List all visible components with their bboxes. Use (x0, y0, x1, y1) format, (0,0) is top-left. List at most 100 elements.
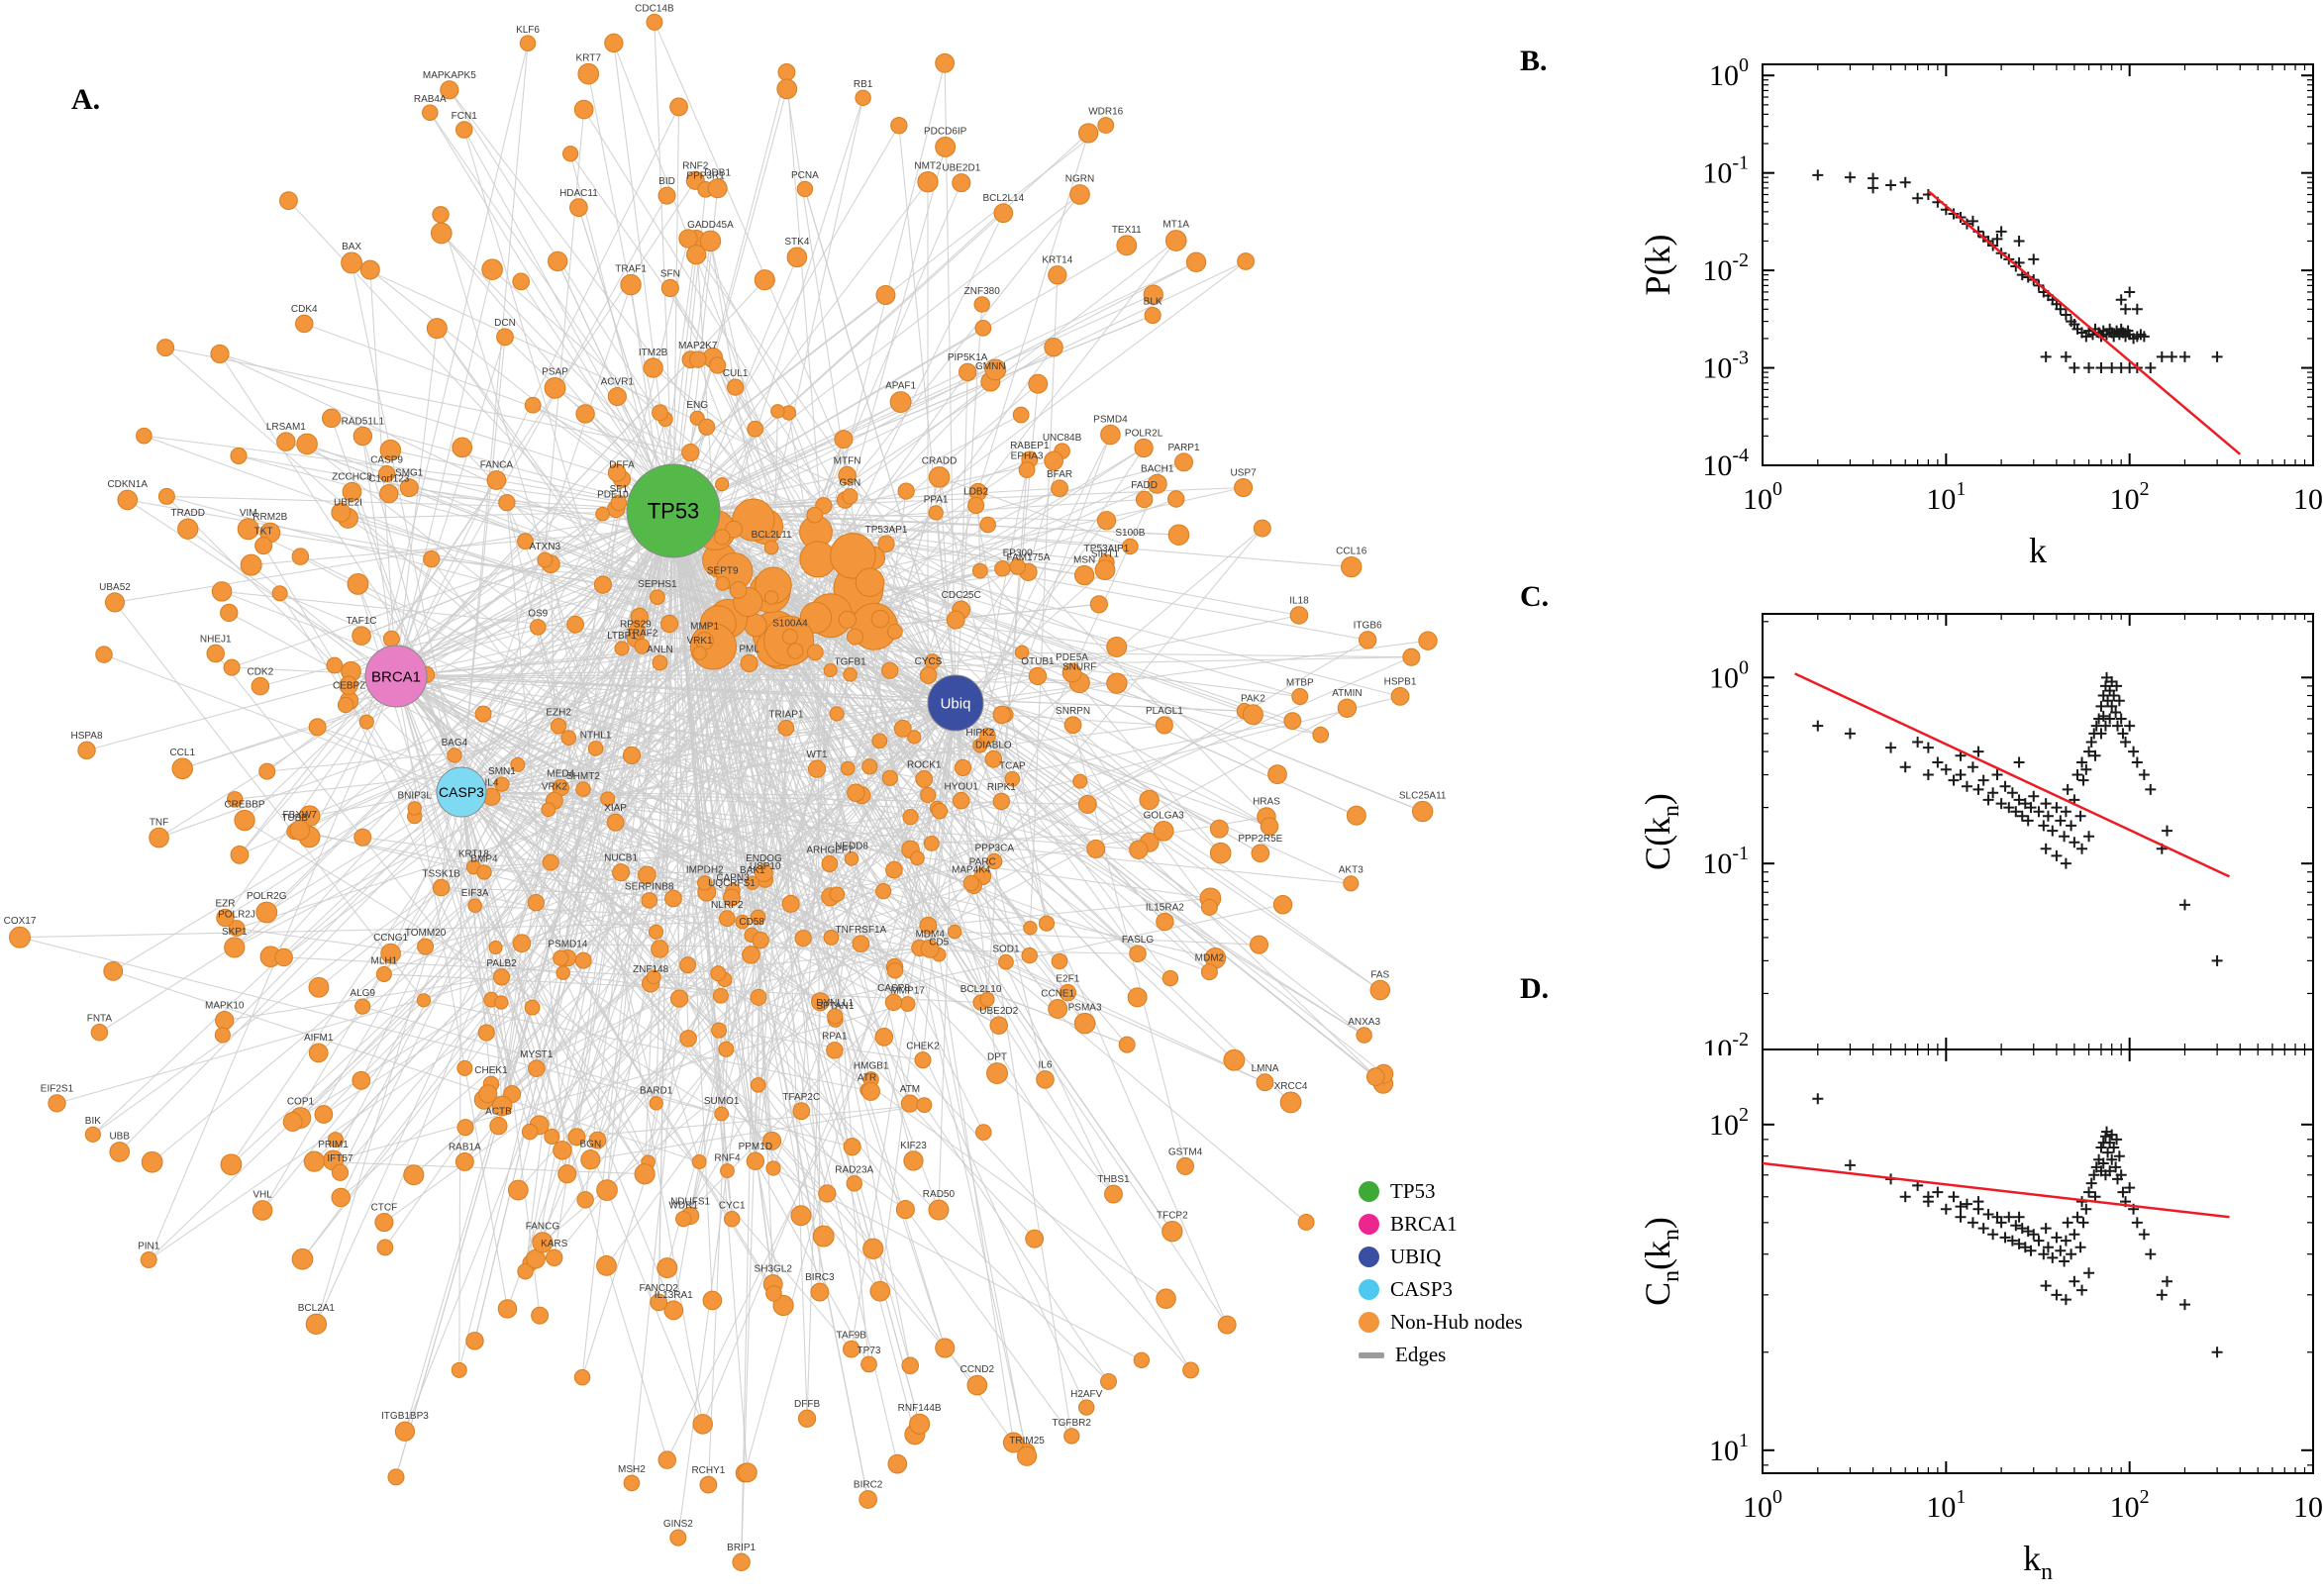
svg-text:CCNE1: CCNE1 (1041, 988, 1074, 999)
svg-text:IFT57: IFT57 (327, 1153, 354, 1164)
svg-text:PSAP: PSAP (542, 366, 568, 377)
svg-text:CHEK1: CHEK1 (474, 1065, 508, 1076)
svg-text:TAF1C: TAF1C (347, 616, 377, 627)
svg-text:SERPINB8: SERPINB8 (625, 882, 674, 893)
svg-text:SUMO1: SUMO1 (704, 1096, 740, 1107)
svg-text:EPHA3: EPHA3 (1011, 451, 1044, 462)
svg-text:ATXN3: ATXN3 (530, 542, 561, 552)
svg-text:CYCS: CYCS (915, 656, 943, 667)
svg-text:CASP8: CASP8 (877, 983, 910, 994)
svg-text:MTBP: MTBP (1286, 677, 1314, 688)
svg-text:10-1: 10-1 (1702, 843, 1749, 880)
svg-text:CCL16: CCL16 (1336, 546, 1367, 556)
svg-text:UBA52: UBA52 (99, 582, 131, 593)
svg-text:TCAP: TCAP (999, 760, 1026, 771)
svg-text:MAP4K4: MAP4K4 (952, 864, 991, 875)
legend-label: Non-Hub nodes (1390, 1310, 1523, 1334)
svg-text:SNRPN: SNRPN (1056, 706, 1090, 717)
svg-text:BAX: BAX (342, 242, 361, 252)
svg-text:SHMT2: SHMT2 (566, 771, 600, 782)
svg-text:RAD51L1: RAD51L1 (342, 416, 385, 427)
svg-text:TEX11: TEX11 (1112, 225, 1142, 236)
svg-text:BMP4: BMP4 (470, 854, 498, 865)
edges-layer (19, 22, 1429, 1562)
svg-text:BRIP1: BRIP1 (727, 1543, 756, 1553)
svg-text:10-4: 10-4 (1702, 445, 1749, 482)
svg-text:ROCK1: ROCK1 (907, 759, 942, 770)
svg-text:ALG9: ALG9 (350, 988, 375, 999)
svg-text:EIF2S1: EIF2S1 (41, 1084, 74, 1095)
svg-text:PPP2R5E: PPP2R5E (1238, 834, 1282, 845)
svg-text:PSMD14: PSMD14 (548, 939, 587, 949)
chart-D-svg: 102 101 100 101 102 103 Cn(kn) kn (1638, 1048, 2323, 1585)
svg-text:ZNF148: ZNF148 (633, 964, 669, 975)
svg-text:CDC25C: CDC25C (942, 590, 981, 601)
data-points (1812, 169, 2223, 374)
svg-text:RABEP1: RABEP1 (1010, 441, 1050, 451)
svg-text:FAM175A: FAM175A (1007, 552, 1051, 563)
svg-text:HRAS: HRAS (1253, 797, 1280, 808)
svg-text:ENG: ENG (686, 400, 708, 411)
svg-text:OS9: OS9 (528, 609, 548, 620)
svg-text:VRK1: VRK1 (686, 636, 713, 647)
svg-text:BCL2L11: BCL2L11 (752, 530, 792, 541)
svg-text:C1orf123: C1orf123 (368, 473, 410, 484)
svg-text:TRADD: TRADD (171, 508, 205, 519)
svg-text:102: 102 (2110, 1486, 2150, 1524)
svg-text:SOD1: SOD1 (992, 944, 1020, 954)
svg-text:BGN: BGN (580, 1140, 602, 1150)
svg-text:DDB1: DDB1 (704, 168, 731, 179)
svg-text:PARC: PARC (969, 857, 996, 868)
svg-text:BLK: BLK (1144, 296, 1162, 307)
svg-text:CREBBP: CREBBP (224, 799, 264, 810)
svg-text:MLH1: MLH1 (370, 955, 397, 966)
svg-text:DFFA: DFFA (609, 459, 635, 470)
svg-text:SEPT9: SEPT9 (707, 565, 739, 576)
svg-text:IL13RA1: IL13RA1 (655, 1290, 693, 1301)
svg-text:ATMIN: ATMIN (1332, 688, 1362, 699)
svg-text:ANXA3: ANXA3 (1348, 1017, 1380, 1028)
svg-text:P(k): P(k) (1638, 235, 1677, 296)
legend-node-swatch (1359, 1247, 1379, 1267)
svg-text:POLR2J: POLR2J (218, 910, 255, 921)
svg-text:10-1: 10-1 (1702, 152, 1749, 190)
svg-text:HDAC11: HDAC11 (559, 188, 598, 199)
hub-node-Ubiq (927, 674, 984, 732)
svg-text:TP53AIP1: TP53AIP1 (1084, 544, 1130, 554)
svg-text:GOLGA3: GOLGA3 (1144, 810, 1185, 821)
svg-text:POLR2G: POLR2G (247, 891, 287, 902)
svg-text:GADD45A: GADD45A (687, 220, 734, 231)
svg-text:SLC25A11: SLC25A11 (1399, 790, 1446, 801)
svg-text:MMP17: MMP17 (890, 986, 925, 997)
svg-text:SMG1: SMG1 (395, 468, 424, 479)
panel-b-label: B. (1520, 45, 1548, 77)
svg-text:MED4: MED4 (547, 768, 574, 779)
svg-text:MSH2: MSH2 (618, 1464, 646, 1475)
svg-text:TP53AP1: TP53AP1 (865, 525, 908, 536)
svg-text:KRT7: KRT7 (576, 52, 602, 63)
svg-text:BACH1: BACH1 (1141, 463, 1174, 474)
svg-text:LDB2: LDB2 (963, 486, 988, 497)
svg-text:GSN: GSN (840, 478, 861, 489)
legend-node-swatch (1359, 1312, 1379, 1333)
nodes-layer (9, 13, 1438, 1571)
hub-nodes: TP53 BRCA1 Ubiq CASP3 (364, 463, 984, 818)
svg-text:PLAGL1: PLAGL1 (1146, 706, 1183, 717)
svg-text:TFCP2: TFCP2 (1157, 1211, 1188, 1222)
svg-text:RRM2B: RRM2B (252, 512, 287, 523)
svg-text:USP10: USP10 (750, 861, 781, 872)
svg-text:BARD1: BARD1 (640, 1086, 673, 1097)
svg-text:FASLG: FASLG (1122, 935, 1154, 946)
svg-text:GSTM4: GSTM4 (1168, 1147, 1203, 1157)
svg-text:TRAF1: TRAF1 (615, 263, 647, 274)
svg-text:TNFRSF1A: TNFRSF1A (836, 925, 887, 936)
neighborhood-connectivity-chart: 102 101 100 101 102 103 Cn(kn) kn (1624, 1047, 2323, 1596)
svg-text:IL4: IL4 (485, 777, 499, 788)
svg-text:EIF3A: EIF3A (461, 888, 489, 899)
panel-c-label: C. (1520, 580, 1550, 613)
svg-text:TUBB: TUBB (281, 813, 308, 824)
svg-text:101: 101 (1709, 1430, 1749, 1467)
svg-text:GMNN: GMNN (975, 361, 1006, 372)
svg-text:ENDOG: ENDOG (746, 853, 782, 864)
svg-text:APAF1: APAF1 (885, 381, 916, 392)
